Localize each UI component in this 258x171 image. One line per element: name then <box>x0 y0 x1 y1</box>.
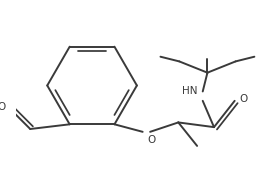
Text: O: O <box>239 94 248 104</box>
Text: O: O <box>147 135 156 145</box>
Text: HN: HN <box>182 86 197 96</box>
Text: O: O <box>0 102 6 112</box>
